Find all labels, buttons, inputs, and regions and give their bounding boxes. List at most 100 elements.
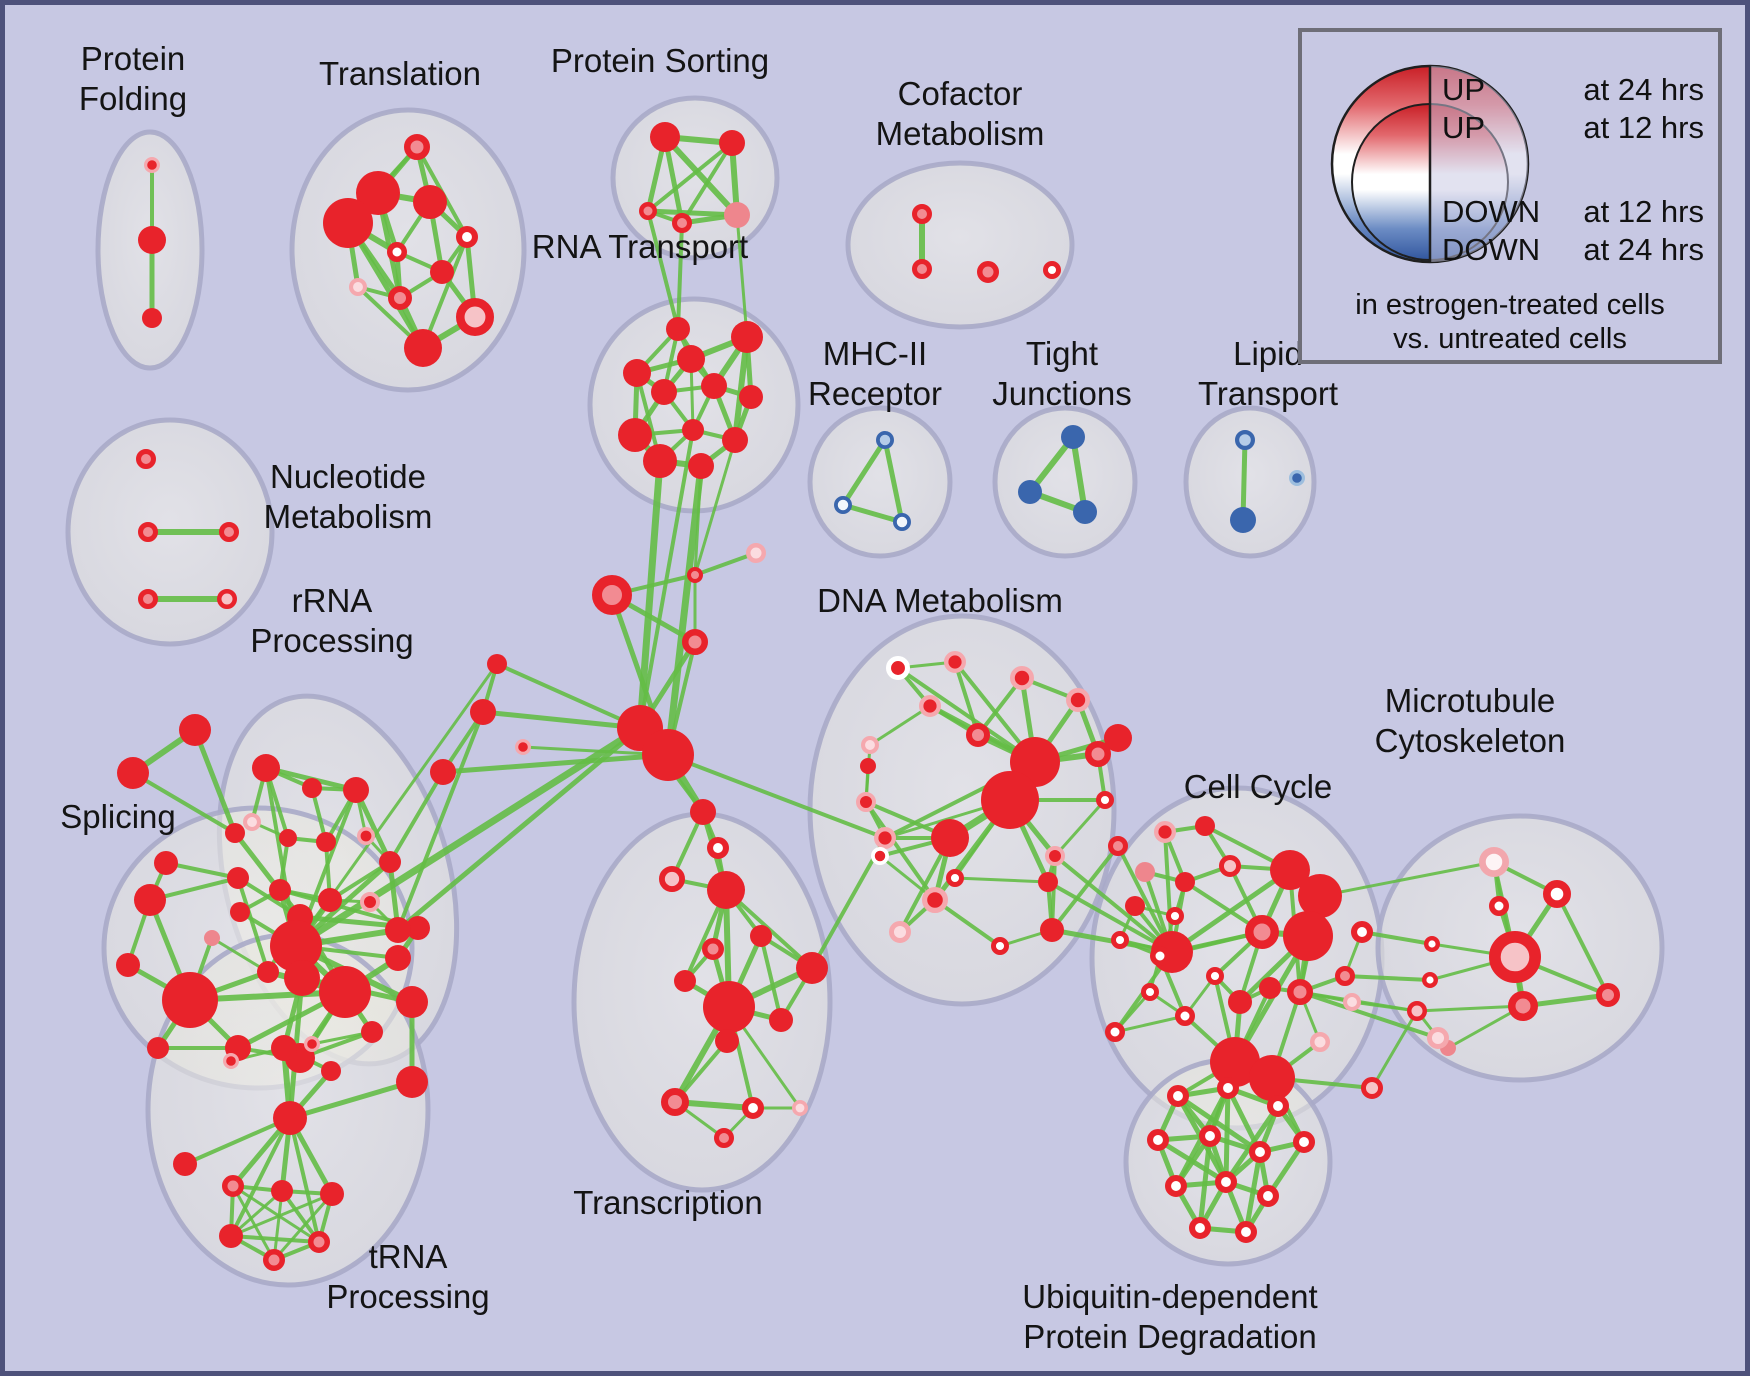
cluster-label-line: Splicing	[60, 798, 176, 835]
network-node-ps3	[639, 202, 657, 220]
network-node-rt3	[677, 345, 705, 373]
network-edge	[183, 1116, 292, 1166]
network-node-u8	[1165, 1175, 1188, 1198]
network-node-pf2	[138, 226, 166, 254]
network-node-u11	[1189, 1217, 1212, 1240]
network-node-d21	[945, 868, 964, 887]
network-node-t7	[674, 970, 696, 992]
network-node-cf2	[912, 259, 932, 279]
network-node-m3	[514, 738, 531, 755]
cluster-label-line: Receptor	[808, 375, 942, 412]
network-node-x6	[1421, 972, 1438, 989]
network-node-rt11	[643, 444, 677, 478]
network-node-c4	[682, 629, 708, 655]
network-node-k15	[1140, 982, 1159, 1001]
network-node-c2	[592, 575, 632, 615]
network-node-m1	[487, 654, 507, 674]
cluster-label-nucleotide-metabolism: Nucleotide Metabolism	[264, 458, 433, 535]
network-edge	[292, 724, 644, 950]
network-node-d8	[1085, 741, 1111, 767]
network-node-s2	[162, 972, 218, 1028]
cluster-ellipse-tight-junctions	[992, 405, 1138, 559]
network-node-k4	[1175, 872, 1195, 892]
cluster-label-line: Tight	[1026, 335, 1098, 372]
network-node-r14	[385, 917, 411, 943]
network-node-r9	[356, 826, 375, 845]
network-node-x7	[1596, 983, 1620, 1007]
network-node-k9	[1245, 915, 1279, 949]
cluster-label-line: Protein Sorting	[551, 42, 769, 79]
network-edge	[662, 134, 740, 218]
cluster-ellipse-mhc-ii-receptor	[807, 405, 953, 559]
network-node-r12	[318, 888, 342, 912]
cluster-label-line: Protein Degradation	[1023, 1318, 1317, 1355]
network-node-k17	[1228, 990, 1252, 1014]
network-node-d17	[1045, 846, 1065, 866]
network-node-k8	[1283, 911, 1333, 961]
network-node-t12	[661, 1088, 689, 1116]
network-node-u6	[1249, 1141, 1272, 1164]
network-node-c6	[642, 729, 694, 781]
network-node-tl4	[323, 198, 373, 248]
network-edge	[229, 1234, 321, 1244]
network-node-r3	[252, 754, 280, 782]
network-node-d20	[990, 936, 1009, 955]
network-node-lp2	[1230, 507, 1256, 533]
network-node-ps4	[672, 213, 692, 233]
network-node-r11	[269, 879, 291, 901]
network-node-rt1	[666, 317, 690, 341]
edges-layer	[125, 134, 1611, 1262]
cluster-ellipse-rna-transport	[587, 296, 801, 514]
network-edge	[1046, 880, 1174, 954]
cluster-label-line: Cytoskeleton	[1375, 722, 1566, 759]
network-edge	[1070, 434, 1088, 515]
network-node-r19	[321, 1061, 341, 1081]
network-node-t10	[796, 952, 828, 984]
network-node-t1	[690, 799, 716, 825]
network-node-rt12	[688, 453, 714, 479]
network-node-nm5	[217, 589, 237, 609]
legend-row-dir-3: DOWN	[1442, 232, 1540, 267]
network-node-t3	[707, 837, 730, 860]
network-node-ps1	[650, 122, 680, 152]
network-edge	[1223, 1085, 1231, 1185]
network-node-k10	[1125, 896, 1145, 916]
network-node-k24	[1105, 1022, 1125, 1042]
network-node-r5	[343, 777, 369, 803]
network-node-k20	[1249, 1055, 1295, 1101]
network-edge	[396, 710, 485, 932]
network-edge	[646, 209, 680, 331]
network-edge	[933, 898, 1002, 948]
network-node-mh1	[876, 431, 895, 450]
cluster-label-ubiquitin-degradation: Ubiquitin-dependent Protein Degradation	[1022, 1278, 1317, 1355]
network-node-k23	[1351, 921, 1374, 944]
network-node-rt4	[623, 359, 651, 387]
network-edge	[1298, 990, 1440, 1040]
network-edge	[693, 551, 758, 577]
cluster-label-line: Transcription	[573, 1184, 763, 1221]
network-node-rt6	[701, 373, 727, 399]
network-node-fd	[225, 823, 245, 843]
network-node-tx4	[219, 1224, 243, 1248]
network-node-t6	[702, 938, 724, 960]
network-node-rt8	[682, 419, 704, 441]
network-node-u3	[1267, 1095, 1290, 1118]
network-node-tj1	[1061, 425, 1085, 449]
network-node-r15	[230, 902, 250, 922]
network-edge	[421, 235, 469, 350]
network-edge	[896, 666, 1037, 764]
network-node-tl3	[413, 185, 447, 219]
legend-row-dir-0: UP	[1442, 72, 1485, 107]
network-edge	[868, 704, 932, 747]
network-node-r10	[379, 851, 401, 873]
legend-fade-overlay	[1430, 66, 1528, 262]
network-node-x12	[1360, 1076, 1383, 1099]
network-node-mh3	[893, 513, 912, 532]
network-node-r1	[270, 920, 322, 972]
network-edge	[1223, 1103, 1281, 1185]
legend-box	[1298, 28, 1722, 364]
network-node-k5	[1218, 854, 1241, 877]
network-edge	[645, 208, 740, 218]
cluster-label-line: Processing	[326, 1278, 489, 1315]
